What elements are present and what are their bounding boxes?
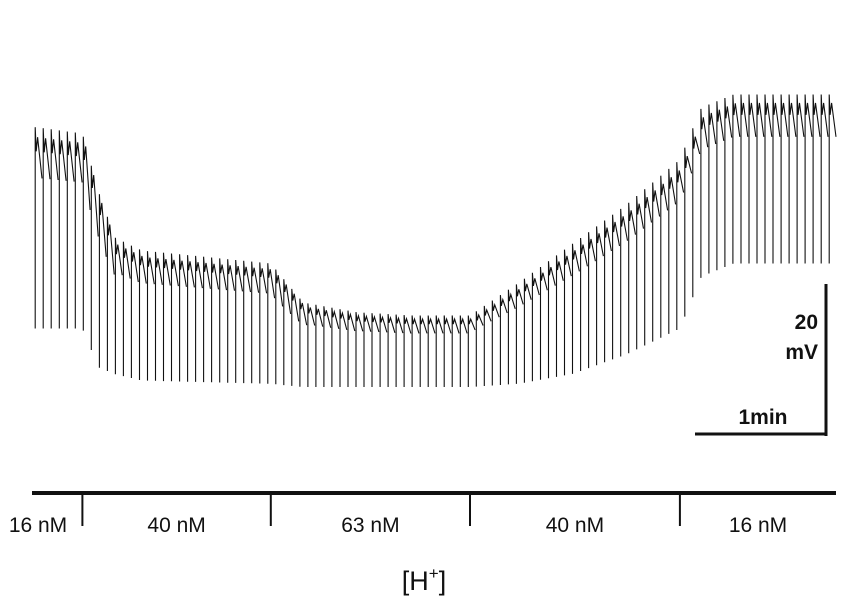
- axis-title-main: [H: [402, 566, 429, 596]
- concentration-label: 16 nM: [9, 514, 67, 537]
- scale-bar-voltage-value: 20: [795, 311, 818, 334]
- axis-title: [H+]: [402, 564, 446, 596]
- concentration-label: 16 nM: [729, 514, 787, 537]
- concentration-label: 40 nM: [147, 514, 205, 537]
- concentration-label: 40 nM: [546, 514, 604, 537]
- axis-title-close: ]: [439, 566, 447, 596]
- axis-title-sup: +: [429, 564, 439, 583]
- scale-bar: 20 mV 1min: [695, 284, 828, 436]
- concentration-segments: 16 nM 40 nM 63 nM 40 nM 16 nM: [9, 495, 787, 537]
- scale-bar-voltage-unit: mV: [785, 341, 818, 364]
- scale-bar-time-label: 1min: [738, 406, 787, 429]
- voltage-trace: [34, 94, 837, 387]
- concentration-label: 63 nM: [341, 514, 399, 537]
- trace-pulses: [34, 94, 837, 387]
